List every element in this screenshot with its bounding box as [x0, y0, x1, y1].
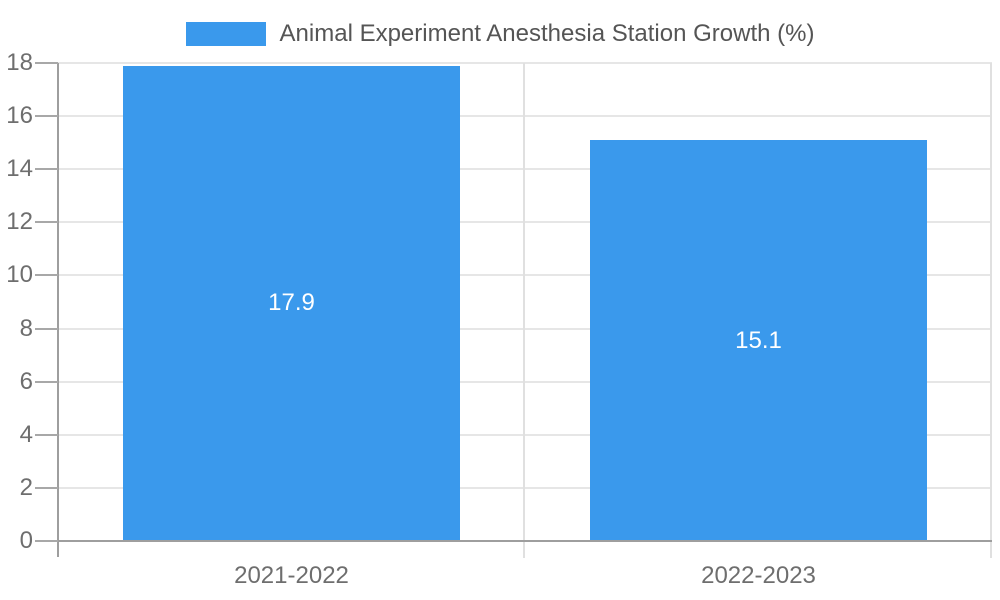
legend-item[interactable]: Animal Experiment Anesthesia Station Gro… — [0, 22, 1000, 46]
bar-value-label: 15.1 — [735, 326, 782, 354]
y-tick-label: 6 — [19, 367, 33, 395]
gridline-y-16 — [58, 115, 992, 118]
category-boundary-line — [990, 63, 992, 558]
y-tick-mark — [35, 540, 58, 542]
y-tick-label: 2 — [19, 473, 33, 501]
gridline-y-14 — [58, 168, 992, 171]
y-tick-label: 8 — [19, 314, 33, 342]
y-tick-label: 4 — [19, 420, 33, 448]
y-tick-label: 0 — [19, 527, 33, 554]
bar-2021-2022[interactable] — [123, 65, 460, 541]
y-tick-mark — [35, 168, 58, 171]
gridline-y-8 — [58, 327, 992, 330]
gridline-y-2 — [58, 486, 992, 489]
y-tick-label: 18 — [6, 49, 33, 76]
legend-label: Animal Experiment Anesthesia Station Gro… — [279, 20, 815, 47]
y-tick-mark — [35, 62, 58, 64]
bar-2022-2023[interactable] — [590, 140, 927, 541]
x-axis-line — [58, 540, 992, 542]
y-tick-label: 10 — [6, 261, 33, 289]
y-tick-mark — [35, 433, 58, 436]
y-tick-mark — [35, 380, 58, 383]
gridline-y-6 — [58, 380, 992, 383]
y-tick-mark — [35, 221, 58, 224]
bar-value-label: 17.9 — [268, 289, 315, 317]
legend-swatch — [185, 22, 266, 46]
y-tick-label: 14 — [6, 155, 33, 183]
y-tick-mark — [35, 486, 58, 489]
y-tick-label: 12 — [6, 208, 33, 236]
gridline-y-4 — [58, 433, 992, 436]
y-tick-mark — [35, 274, 58, 277]
x-tick-label: 2021-2022 — [234, 562, 349, 589]
y-tick-mark — [35, 115, 58, 118]
x-tick-label: 2022-2023 — [701, 562, 816, 589]
y-axis-line — [57, 63, 59, 557]
gridline-y-18 — [58, 62, 992, 64]
gridline-y-12 — [58, 221, 992, 224]
y-tick-label: 16 — [6, 102, 33, 130]
gridline-y-10 — [58, 274, 992, 277]
y-tick-mark — [35, 327, 58, 330]
category-boundary-line — [523, 63, 525, 558]
